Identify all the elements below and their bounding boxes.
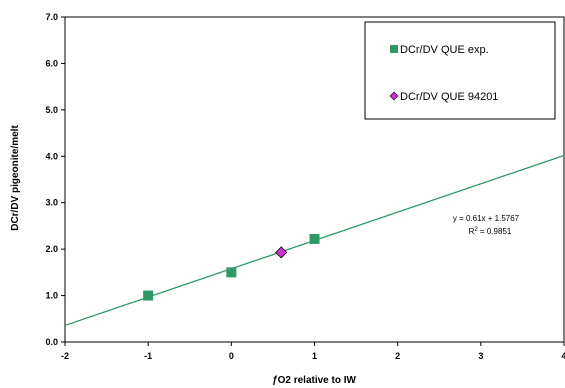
legend-marker-square bbox=[390, 45, 398, 53]
data-point-square bbox=[309, 233, 320, 244]
x-tick-label: -1 bbox=[144, 351, 152, 361]
x-axis-label-prefix: ƒ bbox=[272, 375, 278, 386]
legend-marker-diamond bbox=[389, 91, 399, 101]
y-tick-label: 1.0 bbox=[45, 291, 58, 301]
data-point-diamond bbox=[275, 246, 288, 259]
trendline-r-squared: R2 = 0.9851 bbox=[469, 227, 512, 236]
y-tick-label: 6.0 bbox=[45, 58, 58, 68]
trendline-equation: y = 0.61x + 1.5767 bbox=[453, 214, 520, 223]
plot-area: 0.0 1.0 2.0 3.0 4.0 5.0 6.0 7.0 -2 -1 0 1 2 3 4 bbox=[45, 12, 565, 361]
y-tick-label: 5.0 bbox=[45, 105, 58, 115]
data-point-square bbox=[143, 290, 154, 301]
x-tick-label: 2 bbox=[395, 351, 400, 361]
x-axis-label: ƒO2 relative to IW bbox=[272, 375, 356, 386]
x-tick-label: 1 bbox=[312, 351, 317, 361]
legend-label-que-94201: DCr/DV QUE 94201 bbox=[400, 91, 498, 103]
data-point-square bbox=[226, 267, 237, 278]
x-tick-label: 0 bbox=[229, 351, 234, 361]
x-tick-label: 3 bbox=[478, 351, 483, 361]
x-tick-label: 4 bbox=[561, 351, 565, 361]
legend-box bbox=[364, 21, 556, 120]
y-axis-label: DCr/DV pigeonite/melt bbox=[10, 125, 21, 231]
legend: DCr/DV QUE exp. DCr/DV QUE 94201 bbox=[364, 21, 556, 120]
y-tick-label: 4.0 bbox=[45, 151, 58, 161]
legend-label-que-exp: DCr/DV QUE exp. bbox=[400, 44, 489, 56]
x-axis-label-text: O2 relative to IW bbox=[278, 375, 357, 386]
y-tick-label: 0.0 bbox=[45, 337, 58, 347]
x-tick-label: -2 bbox=[61, 351, 69, 361]
y-tick-label: 2.0 bbox=[45, 244, 58, 254]
y-tick-label: 7.0 bbox=[45, 12, 58, 22]
y-tick-label: 3.0 bbox=[45, 198, 58, 208]
